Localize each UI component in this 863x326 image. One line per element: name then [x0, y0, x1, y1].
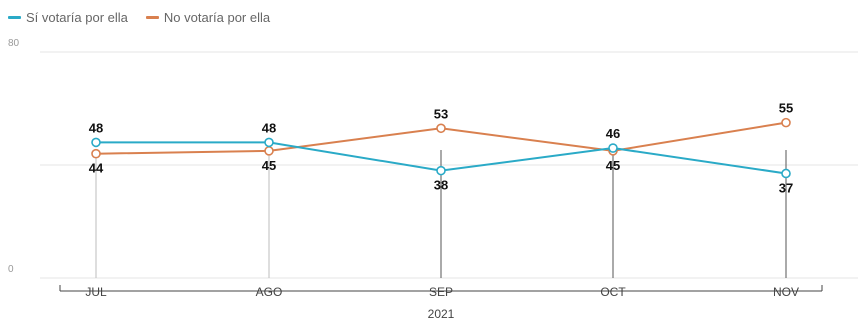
data-label-s0-ago: 48: [262, 120, 276, 135]
point-s1-ago: [264, 146, 274, 156]
point-s0-ago: [264, 137, 274, 148]
legend-item-si[interactable]: Sí votaría por ella: [8, 10, 128, 25]
legend-swatch-si: [8, 15, 21, 19]
point-s0-nov: [781, 168, 791, 179]
data-label-s1-sep: 53: [434, 106, 448, 121]
data-label-s0-sep: 38: [434, 178, 448, 193]
legend: Sí votaría por ella No votaría por ella: [8, 6, 270, 28]
point-s0-sep: [436, 165, 446, 176]
data-label-s1-jul: 44: [89, 161, 104, 176]
data-label-s1-ago: 45: [262, 158, 276, 173]
point-s0-oct: [608, 143, 618, 153]
x-tick-label-oct: OCT: [600, 285, 626, 299]
legend-label-no: No votaría por ella: [163, 9, 271, 25]
point-s0-jul: [91, 137, 101, 148]
y-tick-label-0: 0: [8, 264, 14, 275]
point-s1-jul: [91, 148, 101, 159]
x-axis-label: 2021: [428, 307, 455, 321]
legend-label-si: Sí votaría por ella: [26, 9, 128, 25]
point-s1-sep: [436, 123, 446, 134]
y-tick-label-80: 80: [8, 38, 20, 49]
x-tick-label-nov: NOV: [773, 285, 799, 299]
data-label-s0-oct: 46: [606, 126, 620, 141]
data-label-s0-jul: 48: [89, 120, 103, 135]
legend-swatch-no: [145, 15, 159, 19]
data-label-s1-nov: 55: [779, 101, 793, 116]
data-label-s1-oct: 45: [606, 158, 620, 173]
point-s1-nov: [781, 117, 791, 128]
legend-item-no[interactable]: No votaría por ella: [145, 9, 271, 25]
x-tick-label-ago: AGO: [256, 285, 283, 299]
data-label-s0-nov: 37: [779, 180, 793, 195]
x-tick-label-sep: SEP: [429, 285, 453, 299]
x-tick-label-jul: JUL: [85, 285, 107, 299]
